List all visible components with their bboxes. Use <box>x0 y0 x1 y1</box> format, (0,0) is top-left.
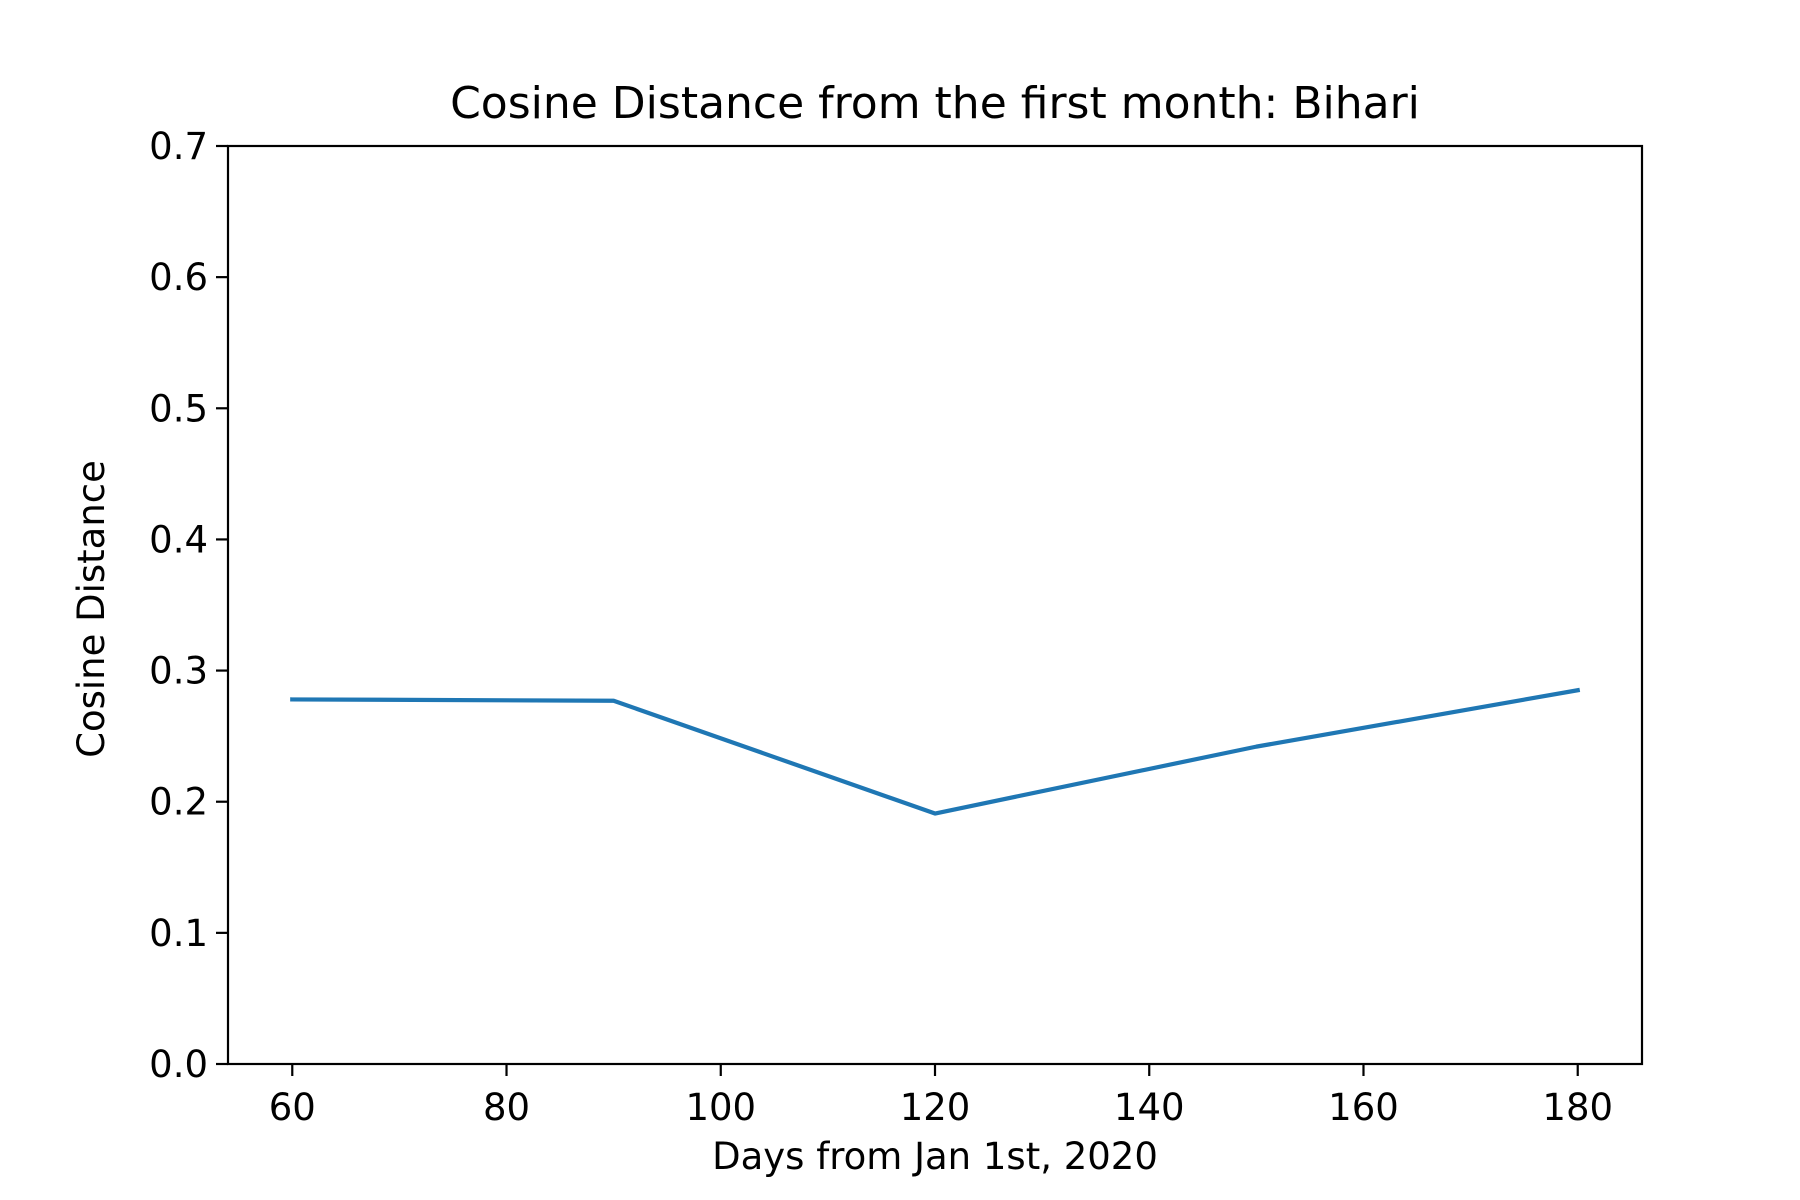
y-tick-label-0: 0.0 <box>149 1043 208 1086</box>
series-line-0 <box>290 687 1581 816</box>
chart-title: Cosine Distance from the first month: Bi… <box>450 78 1420 129</box>
y-tick-label-3: 0.3 <box>149 650 208 693</box>
y-tick-label-4: 0.4 <box>149 518 208 561</box>
x-tick-label-4: 140 <box>1114 1086 1185 1129</box>
x-axis-label: Days from Jan 1st, 2020 <box>712 1135 1158 1178</box>
x-tick-label-1: 80 <box>483 1086 530 1129</box>
y-axis-label: Cosine Distance <box>70 460 113 758</box>
y-tick-label-6: 0.6 <box>149 256 208 299</box>
x-tick-label-0: 60 <box>269 1086 316 1129</box>
x-tick-label-5: 160 <box>1328 1086 1399 1129</box>
y-tick-label-1: 0.1 <box>149 912 208 955</box>
y-tick-label-5: 0.5 <box>149 387 208 430</box>
y-tick-label-2: 0.2 <box>149 781 208 824</box>
x-tick-label-6: 180 <box>1542 1086 1613 1129</box>
x-tick-label-2: 100 <box>685 1086 756 1129</box>
y-tick-label-7: 0.7 <box>149 125 208 168</box>
plot-area: 60 80 100 120 140 160 180 0.0 0.1 0.2 0.3 0.4 0.5 0.6… <box>149 125 1644 1129</box>
x-tick-label-3: 120 <box>900 1086 971 1129</box>
